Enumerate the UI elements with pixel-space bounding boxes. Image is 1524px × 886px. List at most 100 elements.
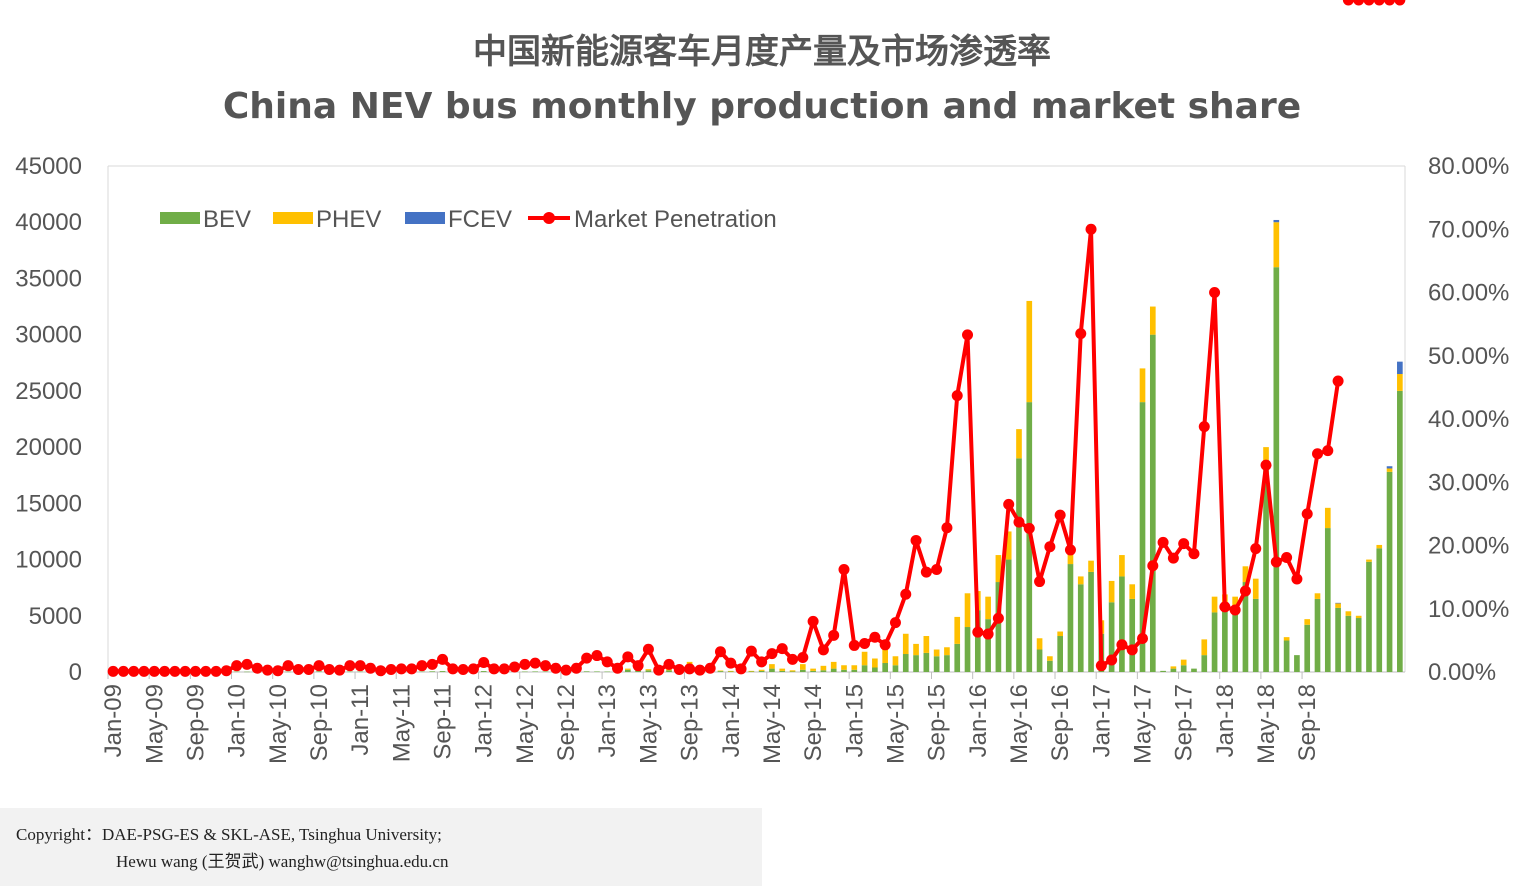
penetration-point [519, 658, 531, 670]
bar-bev [285, 671, 291, 673]
bar-bev [542, 671, 549, 672]
penetration-point [334, 664, 346, 676]
bar-phev [799, 664, 806, 670]
bar-bev [1108, 602, 1115, 672]
bar-phev [861, 651, 868, 666]
bar-phev [1139, 368, 1146, 403]
penetration-point [1085, 223, 1097, 235]
penetration-point [313, 660, 325, 672]
y-left-tick-label: 40000 [15, 209, 82, 236]
penetration-point [828, 629, 840, 641]
bar-phev [964, 593, 971, 628]
bar-bev [799, 669, 806, 672]
penetration-point [1178, 538, 1190, 550]
penetration-point [601, 656, 613, 668]
penetration-point [591, 650, 603, 662]
penetration-point [889, 617, 901, 629]
bar-bev [1129, 598, 1136, 672]
y-right-tick-label: 60.00% [1428, 280, 1509, 307]
x-tick-label: Sep-18 [1294, 684, 1321, 761]
bar-fcev [1335, 602, 1341, 604]
bar-phev [1252, 578, 1259, 599]
penetration-point [776, 643, 788, 655]
penetration-point [1054, 509, 1066, 521]
bar-bev [316, 671, 322, 672]
bar-phev [1180, 659, 1187, 666]
penetration-point [364, 662, 376, 674]
bar-phev [841, 665, 847, 670]
bar-bev [1036, 649, 1043, 672]
penetration-point [478, 657, 490, 669]
bar-bev [933, 656, 940, 672]
bar-fcev [1397, 361, 1403, 375]
y-right-tick-label: 50.00% [1428, 343, 1509, 370]
penetration-point [735, 663, 747, 675]
bar-fcev [1273, 219, 1280, 223]
bar-bev [1366, 561, 1372, 672]
bar-bev [1324, 528, 1331, 672]
bar-bev [995, 582, 1002, 672]
penetration-point [323, 663, 335, 675]
bar-bev [604, 671, 611, 673]
bar-bev [1335, 607, 1341, 672]
y-right-tick-label: 20.00% [1428, 533, 1509, 560]
bar-bev [902, 654, 909, 672]
penetration-point [714, 646, 726, 658]
chart-title-chinese: 中国新能源客车月度产量及市场渗透率 [473, 32, 1051, 72]
chart-title-english: China NEV bus monthly production and mar… [222, 86, 1302, 127]
x-tick-label: Jan-09 [100, 684, 127, 757]
bar-fcev [1386, 466, 1393, 469]
penetration-point [1281, 552, 1293, 564]
penetration-point [220, 665, 232, 677]
bar-phev [1376, 544, 1383, 549]
bar-phev [1088, 560, 1094, 572]
legend-swatch-penetration-marker [543, 212, 555, 224]
penetration-point [375, 665, 387, 677]
bar-phev [820, 665, 827, 671]
x-tick-label: Jan-11 [347, 684, 374, 756]
y-left-tick-label: 5000 [29, 603, 82, 630]
penetration-point [1353, 0, 1365, 6]
bar-phev [923, 636, 930, 653]
penetration-point [1250, 543, 1262, 555]
bar-bev [769, 668, 775, 672]
penetration-point [642, 643, 654, 655]
x-tick-label: Sep-15 [924, 684, 951, 761]
penetration-point [1095, 660, 1107, 672]
x-tick-label: May-16 [1006, 684, 1033, 764]
penetration-point [1137, 632, 1149, 644]
x-tick-label: Sep-10 [306, 684, 333, 761]
penetration-point [900, 588, 912, 600]
penetration-point [684, 663, 696, 675]
penetration-point [467, 663, 479, 675]
penetration-point [385, 663, 397, 675]
penetration-point [159, 665, 171, 677]
penetration-point [570, 662, 582, 674]
bar-bev [830, 668, 837, 672]
bar-bev [1139, 402, 1146, 672]
bar-bev [1088, 571, 1094, 672]
penetration-point [962, 329, 974, 341]
bar-bev [872, 667, 878, 672]
penetration-point [148, 665, 160, 677]
x-tick-label: Sep-09 [182, 684, 209, 761]
bar-bev [985, 619, 991, 672]
penetration-point [1373, 0, 1385, 6]
bar-phev [645, 669, 652, 671]
penetration-point [663, 658, 675, 670]
x-tick-label: Jan-10 [224, 684, 251, 757]
penetration-point [138, 665, 150, 677]
penetration-point [179, 665, 191, 677]
x-tick-label: May-14 [759, 684, 786, 764]
legend-label-bev: BEV [203, 206, 251, 233]
bar-bev [810, 670, 816, 672]
penetration-point [817, 644, 829, 656]
penetration-point [725, 657, 737, 669]
penetration-point [1003, 498, 1015, 510]
penetration-point [416, 660, 428, 672]
penetration-point [1209, 287, 1221, 298]
bar-phev [882, 649, 889, 664]
chart-canvas: 0 5000 10000 15000 20000 25000 30000 35000 40000… [15, 0, 1509, 764]
penetration-point [1075, 328, 1087, 340]
bar-bev [1119, 576, 1125, 672]
